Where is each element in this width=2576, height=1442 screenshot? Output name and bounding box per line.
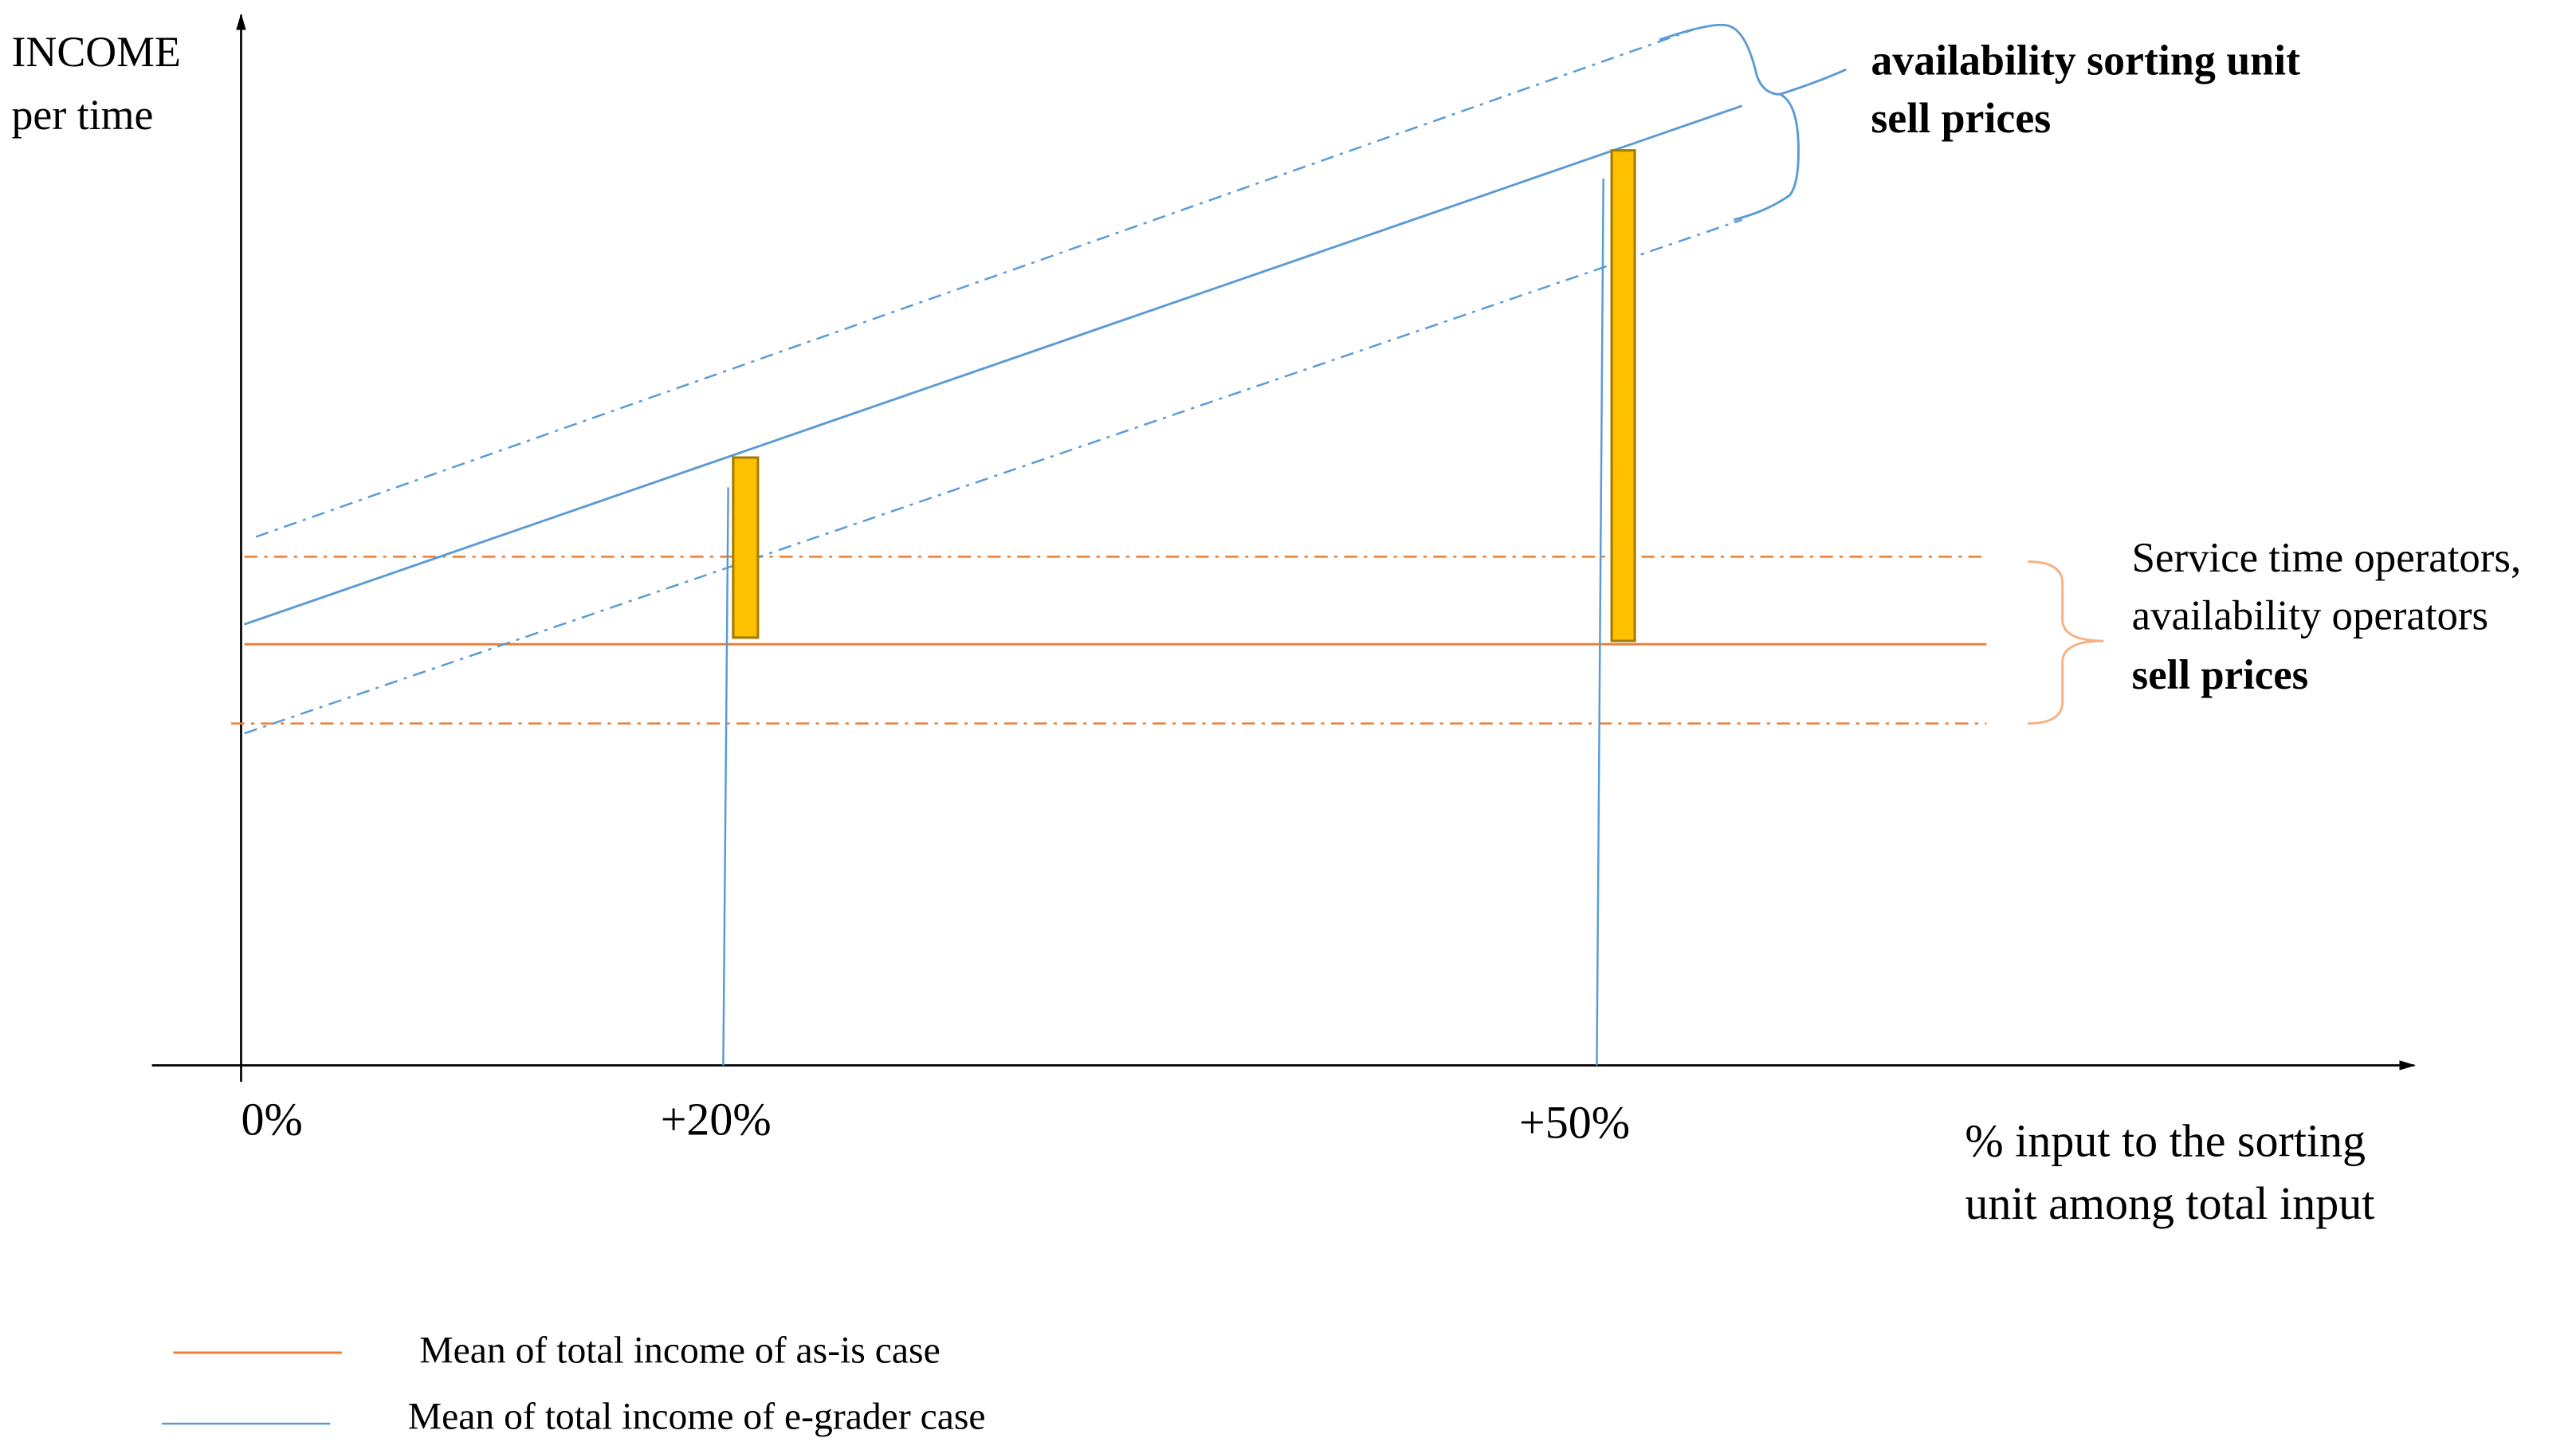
- marker-line-20: [722, 487, 729, 1066]
- annotation: availability sorting unit: [1871, 36, 2300, 84]
- brace-blue: [1659, 23, 1847, 222]
- e-grader-mean: [244, 104, 1743, 626]
- annotation: availability operators: [2132, 593, 2488, 639]
- annotation: Service time operators,: [2132, 535, 2521, 581]
- gain-bar-20: [732, 456, 760, 639]
- x-tick-label: +50%: [1519, 1097, 1630, 1149]
- legend-label: Mean of total income of e-grader case: [408, 1396, 986, 1437]
- x-tick-label: +20%: [661, 1093, 772, 1145]
- annotation: sell prices: [2132, 652, 2309, 698]
- annotation: sell prices: [1871, 94, 2051, 142]
- x-tick-label: 0%: [241, 1093, 302, 1145]
- legend-label: Mean of total income of as-is case: [419, 1330, 940, 1371]
- brace-orange: [2028, 560, 2104, 725]
- y-axis-label: INCOME: [12, 28, 181, 76]
- y-axis-label: per time: [12, 91, 154, 139]
- marker-line-50: [1596, 178, 1604, 1066]
- x-axis-label: % input to the sorting: [1965, 1114, 2366, 1166]
- e-grader-lower-bound: [244, 218, 1743, 735]
- gain-bar-50: [1610, 149, 1636, 642]
- e-grader-upper-bound: [255, 29, 1694, 538]
- x-axis-label: unit among total input: [1965, 1177, 2374, 1229]
